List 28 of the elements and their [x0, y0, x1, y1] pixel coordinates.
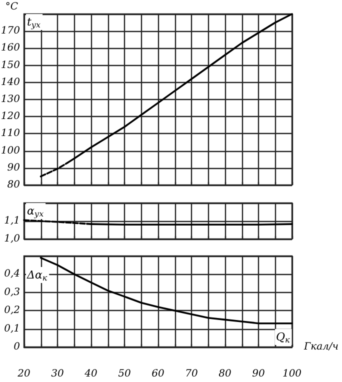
y-tick-label: 160 — [0, 42, 21, 54]
x-tick-label: 80 — [218, 368, 232, 380]
y-tick-label: 90 — [7, 162, 21, 174]
y-tick-label: 100 — [0, 145, 21, 156]
x-tick-label: 60 — [152, 368, 165, 380]
y-tick-label: 0,2 — [4, 305, 20, 316]
x-axis-title: Гкал/ч — [303, 342, 339, 352]
y-axis-title: °C — [5, 2, 18, 12]
y-tick-label: 130 — [0, 94, 21, 105]
y-tick-label: 1,0 — [4, 234, 21, 244]
y-tick-label: 120 — [0, 111, 21, 122]
x-tick-label: 100 — [282, 368, 302, 380]
x-tick-label: 40 — [84, 368, 98, 380]
x-tick-label: 50 — [118, 368, 132, 380]
y-tick-label: 110 — [0, 128, 21, 140]
y-tick-label: 1,1 — [4, 216, 20, 226]
y-tick-label: 140 — [0, 76, 21, 88]
y-tick-label: 80 — [7, 180, 21, 190]
x-tick-label: 90 — [252, 368, 266, 380]
x-tick-label: 30 — [51, 368, 64, 380]
y-tick-label: 0 — [14, 342, 21, 352]
y-tick-label: 0,3 — [4, 286, 20, 298]
y-tick-label: 0,4 — [4, 268, 20, 280]
y-tick-label: 150 — [0, 60, 21, 71]
x-tick-label: 70 — [185, 368, 198, 380]
y-tick-label: 0,1 — [4, 323, 20, 334]
x-tick-label: 20 — [16, 368, 31, 380]
y-tick-label: 170 — [0, 26, 21, 37]
